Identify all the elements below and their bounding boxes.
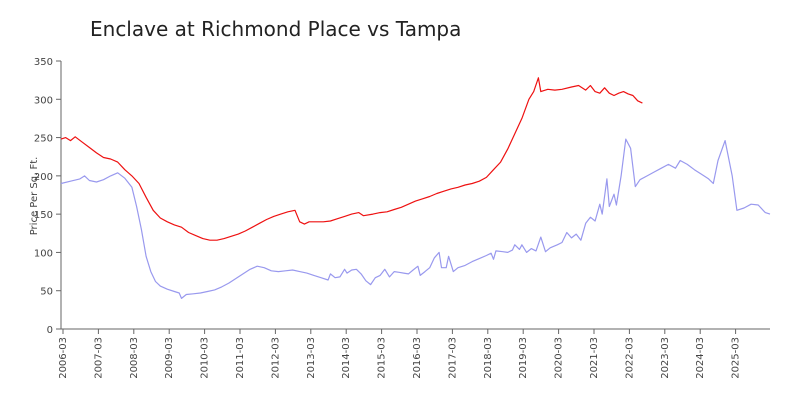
series-line-enclave [60,77,643,241]
x-tick-label: 2016-03 [412,337,423,379]
x-tick-label: 2025-03 [731,337,742,379]
x-tick-label: 2010-03 [200,337,211,379]
x-tick-label: 2007-03 [93,337,104,379]
y-tick-label: 200 [34,172,53,183]
axes: 0 50 100 150 200 250 300 350 2006-03 2007-03 2008-… [34,57,770,379]
series-line-tampa [60,138,771,299]
x-tick-label: 2011-03 [235,337,246,379]
x-tick-label: 2022-03 [624,337,635,379]
series-layer [60,77,771,299]
x-tick-label: 2008-03 [129,337,140,379]
y-tick-label: 150 [34,210,53,221]
x-tick-label: 2009-03 [164,337,175,379]
x-tick-label: 2023-03 [660,337,671,379]
y-axis-title: Price Per Sq. Ft. [29,157,40,236]
y-tick-label: 300 [34,95,53,106]
x-tick-label: 2020-03 [554,337,565,379]
x-tick-label: 2014-03 [341,337,352,379]
y-tick-label: 250 [34,134,53,145]
x-tick-label: 2017-03 [447,337,458,379]
x-tick-label: 2021-03 [589,337,600,379]
x-tick-label: 2013-03 [306,337,317,379]
x-tick-label: 2006-03 [58,337,69,379]
y-tick-label: 350 [34,57,53,68]
x-tick-label: 2018-03 [483,337,494,379]
x-tick-label: 2024-03 [695,337,706,379]
y-tick-label: 50 [40,287,53,298]
chart-title: Enclave at Richmond Place vs Tampa [90,17,462,41]
x-tick-label: 2015-03 [377,337,388,379]
x-tick-label: 2012-03 [270,337,281,379]
y-tick-label: 0 [47,325,53,336]
y-tick-label: 100 [34,248,53,259]
x-tick-label: 2019-03 [518,337,529,379]
